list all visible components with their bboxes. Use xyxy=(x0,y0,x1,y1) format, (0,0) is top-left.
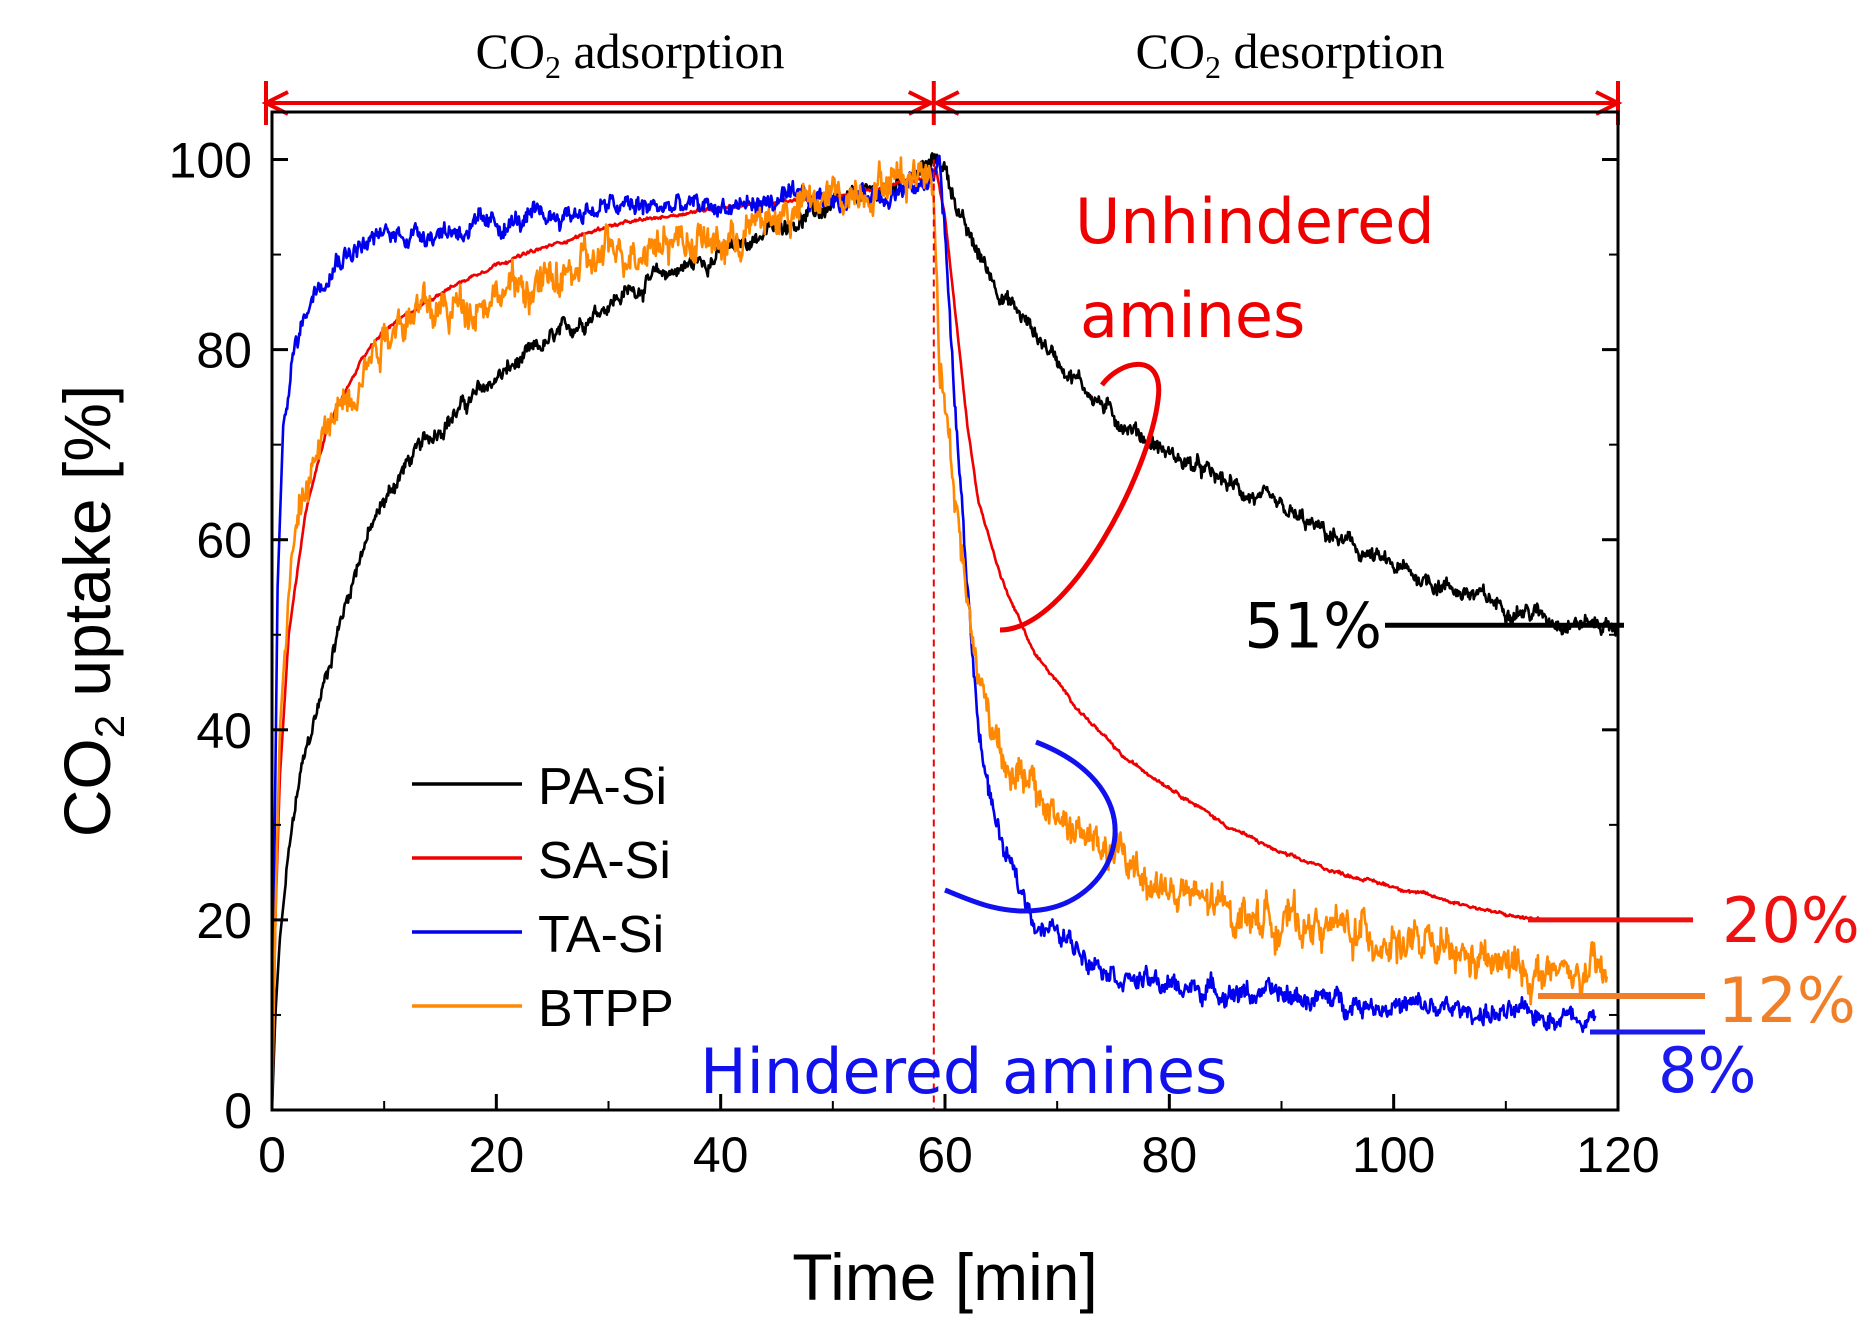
series-line-ta-si xyxy=(272,154,1597,1110)
endpoint-label-8: 8% xyxy=(1658,1034,1756,1107)
series-line-btpp xyxy=(272,156,1609,1110)
x-tick-label-120: 120 xyxy=(1576,1127,1659,1183)
y-tick-label-80: 80 xyxy=(196,323,252,379)
endpoint-label-12: 12% xyxy=(1718,964,1856,1037)
x-tick-label-40: 40 xyxy=(693,1127,749,1183)
x-tick-label-100: 100 xyxy=(1352,1127,1435,1183)
x-axis-label: Time [min] xyxy=(792,1240,1098,1314)
endpoint-label-20: 20% xyxy=(1722,884,1860,957)
hindered-amines-bracket xyxy=(944,739,1118,914)
legend: PA-Si SA-Si TA-Si BTPP xyxy=(412,758,674,1038)
x-tick-label-20: 20 xyxy=(469,1127,525,1183)
series-line-pa-si xyxy=(272,152,1618,1110)
legend-label-sa-si: SA-Si xyxy=(538,832,671,890)
endpoint-label-51: 51% xyxy=(1244,589,1382,662)
legend-label-pa-si: PA-Si xyxy=(538,758,667,816)
x-tick-label-0: 0 xyxy=(258,1127,286,1183)
endpoint-markers: 51% 20%12%8% xyxy=(1244,589,1860,1107)
legend-label-ta-si: TA-Si xyxy=(538,906,664,964)
y-axis-label: CO2 uptake [%] xyxy=(50,385,133,838)
unhindered-amines-label-line2: amines xyxy=(1080,279,1305,352)
plot-frame xyxy=(270,110,1620,1112)
y-tick-label-20: 20 xyxy=(196,893,252,949)
legend-label-btpp: BTPP xyxy=(538,980,674,1038)
desorption-phase-label: CO2 desorption xyxy=(1135,23,1444,85)
adsorption-phase-label: CO2 adsorption xyxy=(475,23,784,85)
y-tick-label-100: 100 xyxy=(169,133,252,189)
y-tick-label-40: 40 xyxy=(196,703,252,759)
y-tick-label-60: 60 xyxy=(196,513,252,569)
hindered-amines-label: Hindered amines xyxy=(700,1035,1227,1108)
unhindered-amines-bracket xyxy=(999,361,1162,633)
axis-ticks: 0 20 40 60 80 100 120 0 20 40 60 80 100 xyxy=(169,133,1660,1183)
x-tick-label-80: 80 xyxy=(1142,1127,1198,1183)
x-tick-label-60: 60 xyxy=(917,1127,973,1183)
unhindered-amines-label-line1: Unhindered xyxy=(1075,185,1435,258)
series-group xyxy=(272,152,1618,1110)
y-tick-label-0: 0 xyxy=(224,1083,252,1139)
